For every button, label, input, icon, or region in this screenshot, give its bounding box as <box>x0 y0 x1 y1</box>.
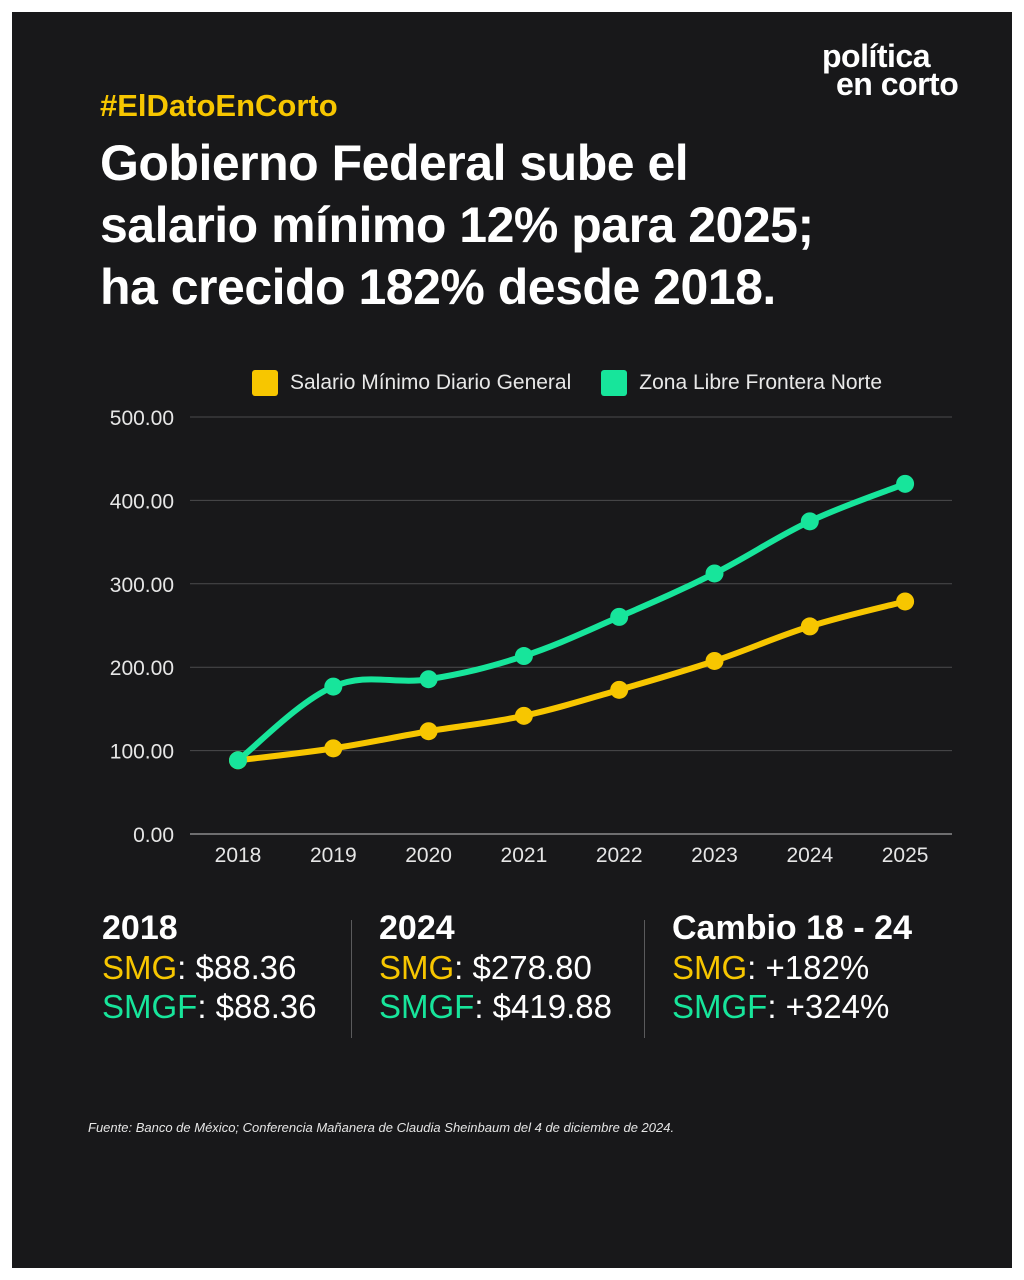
legend-swatch-smg <box>252 370 278 396</box>
headline-line-2: salario mínimo 12% para 2025; <box>100 197 814 253</box>
stat-col-2018: 2018 SMG: $88.36 SMGF: $88.36 <box>102 908 317 1030</box>
data-point-smgf <box>800 512 819 531</box>
x-tick-label: 2020 <box>405 844 452 867</box>
infographic-card: política en corto #ElDatoEnCorto Gobiern… <box>12 12 1012 1268</box>
stat-smg-value: : +182% <box>747 949 870 986</box>
x-tick-label: 2018 <box>215 844 262 867</box>
stat-smg-value: : $88.36 <box>177 949 297 986</box>
y-tick-label: 500.00 <box>110 407 174 430</box>
brand-logo: política en corto <box>822 38 959 102</box>
stat-col-change: Cambio 18 - 24 SMG: +182% SMGF: +324% <box>672 908 912 1030</box>
data-point-smg <box>705 651 724 670</box>
legend-swatch-smgf <box>601 370 628 396</box>
chart-legend: Salario Mínimo Diario General Zona Libre… <box>252 370 912 396</box>
data-point-smgf <box>610 607 629 626</box>
data-point-smg <box>419 722 438 741</box>
stat-smg: SMG: $278.80 <box>379 948 612 987</box>
legend-item-smg: Salario Mínimo Diario General <box>252 370 571 396</box>
x-tick-label: 2019 <box>310 844 357 867</box>
series-line-smg <box>235 598 909 764</box>
y-tick-label: 400.00 <box>110 490 174 513</box>
x-tick-label: 2024 <box>786 844 833 867</box>
stat-smg: SMG: +182% <box>672 948 912 987</box>
stats-divider <box>351 920 352 1038</box>
data-point-smg <box>610 680 629 699</box>
stat-year: Cambio 18 - 24 <box>672 909 912 947</box>
y-tick-label: 100.00 <box>110 741 174 764</box>
stat-smgf-value: : $88.36 <box>197 988 317 1025</box>
data-point-smg <box>800 617 819 636</box>
source-note: Fuente: Banco de México; Conferencia Mañ… <box>88 1120 675 1135</box>
data-point-smg <box>324 739 343 758</box>
data-point-smgf <box>229 751 247 770</box>
stat-smg-label: SMG <box>102 949 178 986</box>
stat-year: 2018 <box>102 909 178 947</box>
stat-smgf-label: SMGF <box>379 988 475 1025</box>
stat-year: 2024 <box>379 909 455 947</box>
stat-smgf-label: SMGF <box>672 988 768 1025</box>
data-point-smgf <box>419 670 438 689</box>
headline-line-3: ha crecido 182% desde 2018. <box>100 259 776 315</box>
stat-smg-label: SMG <box>672 949 748 986</box>
data-point-smgf <box>324 677 343 696</box>
stat-smgf-label: SMGF <box>102 988 198 1025</box>
brand-line-2: en corto <box>836 66 959 102</box>
brand-line-1: política <box>822 38 931 74</box>
data-point-smg <box>514 706 533 725</box>
y-tick-label: 300.00 <box>110 574 174 597</box>
stat-smgf: SMGF: $419.88 <box>379 987 612 1026</box>
headline-line-1: Gobierno Federal sube el <box>100 135 689 191</box>
legend-label-smg: Salario Mínimo Diario General <box>290 371 572 394</box>
line-chart: 0.00 100.00 200.00 300.00 400.00 500.00 2018 20… <box>110 407 952 867</box>
legend-label-smgf: Zona Libre Frontera Norte <box>639 371 883 394</box>
stat-smgf: SMGF: +324% <box>672 987 912 1026</box>
stats-panel: 2018 SMG: $88.36 SMGF: $88.36 2024 SMG: … <box>100 908 970 1038</box>
stats-divider <box>644 920 645 1038</box>
stat-smgf-value: : $419.88 <box>474 988 612 1025</box>
stat-smgf-value: : +324% <box>767 988 890 1025</box>
y-tick-label: 200.00 <box>110 657 174 680</box>
x-tick-label: 2023 <box>691 844 738 867</box>
stat-col-2024: 2024 SMG: $278.80 SMGF: $419.88 <box>379 908 612 1030</box>
x-tick-label: 2022 <box>596 844 643 867</box>
x-tick-label: 2025 <box>882 844 929 867</box>
data-point-smgf <box>514 647 533 666</box>
y-tick-label: 0.00 <box>133 824 174 847</box>
x-tick-label: 2021 <box>501 844 548 867</box>
stat-smg: SMG: $88.36 <box>102 948 317 987</box>
hashtag: #ElDatoEnCorto <box>100 88 338 123</box>
data-point-smgf <box>705 564 724 583</box>
stat-smg-label: SMG <box>379 949 455 986</box>
headline: Gobierno Federal sube el salario mínimo … <box>100 132 980 318</box>
data-point-smg <box>896 592 915 611</box>
stat-smgf: SMGF: $88.36 <box>102 987 317 1026</box>
stat-smg-value: : $278.80 <box>454 949 592 986</box>
legend-item-smgf: Zona Libre Frontera Norte <box>601 370 882 396</box>
data-point-smgf <box>896 474 915 493</box>
